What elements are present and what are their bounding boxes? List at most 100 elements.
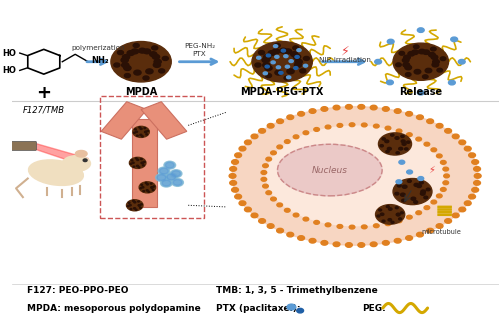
Circle shape <box>146 134 148 135</box>
Polygon shape <box>141 102 187 139</box>
Circle shape <box>388 147 392 150</box>
Circle shape <box>276 119 283 123</box>
Circle shape <box>144 162 145 163</box>
Circle shape <box>114 63 120 67</box>
Circle shape <box>391 221 394 223</box>
Circle shape <box>134 208 136 209</box>
Circle shape <box>158 167 170 175</box>
Circle shape <box>440 161 446 164</box>
Circle shape <box>321 240 328 245</box>
Circle shape <box>279 71 283 74</box>
Circle shape <box>325 223 331 227</box>
Ellipse shape <box>76 150 87 157</box>
Circle shape <box>386 206 389 208</box>
Circle shape <box>142 136 143 137</box>
Circle shape <box>386 150 389 153</box>
Circle shape <box>400 212 404 214</box>
Circle shape <box>148 191 150 192</box>
Circle shape <box>268 51 276 56</box>
Circle shape <box>129 205 131 206</box>
Circle shape <box>138 205 140 206</box>
Polygon shape <box>101 102 147 139</box>
Circle shape <box>298 112 304 116</box>
Circle shape <box>443 167 448 171</box>
Circle shape <box>458 60 465 64</box>
Circle shape <box>266 74 272 78</box>
Circle shape <box>378 209 382 211</box>
Circle shape <box>398 218 402 220</box>
Circle shape <box>382 220 385 222</box>
Text: ⚡: ⚡ <box>428 164 436 174</box>
Circle shape <box>424 206 430 210</box>
Circle shape <box>261 177 266 181</box>
Circle shape <box>321 107 328 111</box>
Circle shape <box>474 166 480 171</box>
Circle shape <box>156 174 168 182</box>
Circle shape <box>394 109 401 114</box>
Circle shape <box>396 207 398 209</box>
Circle shape <box>406 133 412 137</box>
Circle shape <box>464 146 471 151</box>
Circle shape <box>127 51 134 56</box>
Circle shape <box>430 47 436 51</box>
Circle shape <box>239 146 246 151</box>
Circle shape <box>436 224 443 228</box>
Circle shape <box>160 179 172 187</box>
Circle shape <box>172 179 183 186</box>
Circle shape <box>258 51 264 55</box>
Circle shape <box>141 163 143 164</box>
Circle shape <box>138 167 140 168</box>
Circle shape <box>393 179 432 205</box>
Circle shape <box>166 162 174 168</box>
Circle shape <box>258 219 266 223</box>
Text: NIR irradiation: NIR irradiation <box>320 58 372 63</box>
Circle shape <box>143 190 144 192</box>
Circle shape <box>262 63 270 67</box>
Circle shape <box>139 127 140 128</box>
Circle shape <box>382 240 389 245</box>
Circle shape <box>132 162 134 164</box>
Circle shape <box>140 188 141 189</box>
Circle shape <box>346 243 352 247</box>
Circle shape <box>388 218 392 221</box>
Circle shape <box>396 129 402 133</box>
Circle shape <box>144 131 146 133</box>
Circle shape <box>382 107 389 111</box>
Circle shape <box>337 224 342 228</box>
Circle shape <box>325 125 331 129</box>
Circle shape <box>284 76 290 80</box>
Circle shape <box>304 64 308 67</box>
Text: Nucleus: Nucleus <box>312 165 348 175</box>
Circle shape <box>83 159 87 162</box>
FancyBboxPatch shape <box>438 208 452 211</box>
Circle shape <box>395 137 399 139</box>
Circle shape <box>134 70 141 75</box>
Circle shape <box>230 166 236 171</box>
Circle shape <box>266 191 272 195</box>
Circle shape <box>418 90 424 95</box>
Circle shape <box>121 58 128 63</box>
Circle shape <box>418 49 425 54</box>
Circle shape <box>380 145 384 147</box>
Circle shape <box>309 109 316 114</box>
Circle shape <box>140 159 142 160</box>
Circle shape <box>244 140 252 145</box>
Circle shape <box>264 55 270 60</box>
Circle shape <box>265 65 270 68</box>
Circle shape <box>374 124 379 128</box>
Circle shape <box>146 184 148 185</box>
Circle shape <box>333 105 340 110</box>
Circle shape <box>416 137 422 141</box>
Circle shape <box>294 66 298 69</box>
Circle shape <box>136 158 137 159</box>
Circle shape <box>408 180 412 182</box>
Circle shape <box>124 65 131 70</box>
Circle shape <box>274 45 278 48</box>
Circle shape <box>362 123 367 127</box>
Circle shape <box>164 161 175 169</box>
Circle shape <box>270 197 276 201</box>
Circle shape <box>303 217 308 221</box>
Circle shape <box>277 145 282 149</box>
Circle shape <box>230 181 236 185</box>
Text: F127: PEO-PPO-PEO: F127: PEO-PPO-PEO <box>27 286 128 294</box>
